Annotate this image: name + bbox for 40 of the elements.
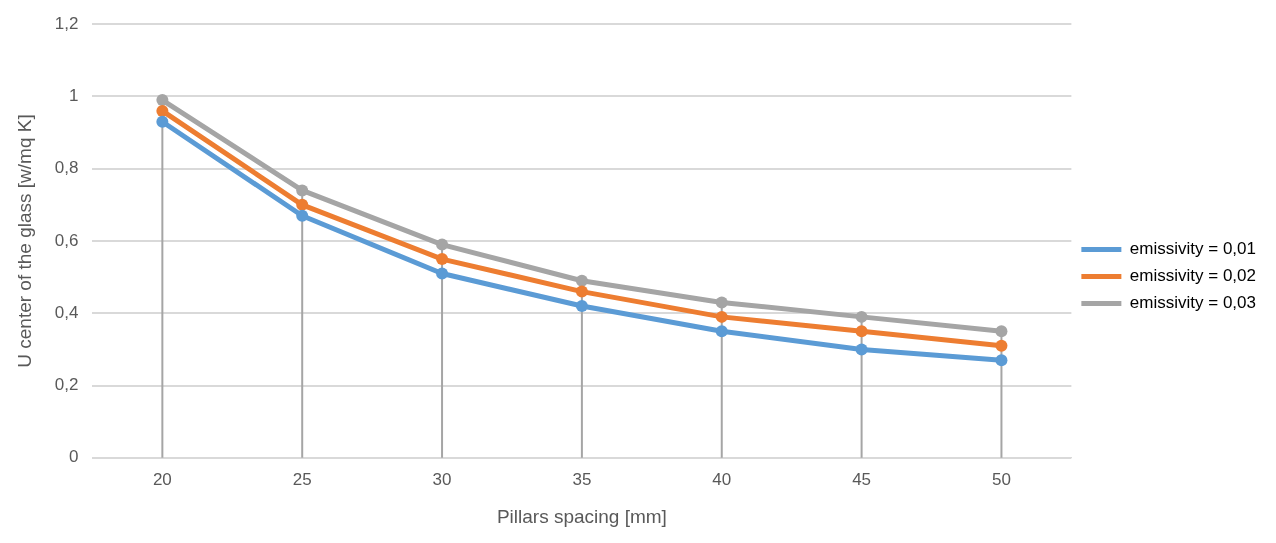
point	[575, 285, 588, 298]
point	[296, 198, 309, 211]
point	[715, 310, 728, 323]
x-tick-label: 50	[991, 469, 1011, 489]
point	[436, 253, 449, 266]
x-axis-title: Pillars spacing [mm]	[496, 505, 667, 527]
y-tick-label: 0,4	[54, 302, 79, 322]
point	[995, 354, 1008, 367]
legend-label: emissivity = 0,03	[1129, 293, 1257, 313]
y-tick-label: 0	[68, 447, 79, 467]
y-tick-label: 0,6	[54, 230, 79, 250]
x-tick-label: 20	[152, 469, 172, 489]
point	[156, 104, 169, 117]
x-tick-label: 30	[432, 469, 452, 489]
point	[855, 325, 868, 338]
point	[715, 325, 728, 338]
y-tick-label: 0,2	[54, 375, 79, 395]
y-axis-title: U center of the glass [w/mq K]	[13, 114, 35, 368]
point	[715, 296, 728, 309]
y-tick-label: 0,8	[54, 158, 79, 178]
point	[436, 238, 449, 251]
x-tick-label: 40	[712, 469, 732, 489]
y-tick-label: 1,2	[54, 13, 79, 33]
point	[296, 184, 309, 197]
point	[855, 343, 868, 356]
x-tick-label: 25	[292, 469, 312, 489]
point	[156, 94, 169, 107]
legend-label: emissivity = 0,02	[1129, 266, 1257, 286]
y-tick-label: 1	[68, 86, 79, 106]
legend-label: emissivity = 0,01	[1129, 239, 1257, 259]
point	[855, 310, 868, 323]
point	[995, 325, 1008, 338]
x-tick-label: 45	[852, 469, 872, 489]
point	[995, 339, 1008, 352]
point	[575, 300, 588, 313]
point	[436, 267, 449, 280]
x-tick-label: 35	[572, 469, 592, 489]
point	[296, 209, 309, 222]
point	[575, 274, 588, 287]
point	[156, 115, 169, 128]
